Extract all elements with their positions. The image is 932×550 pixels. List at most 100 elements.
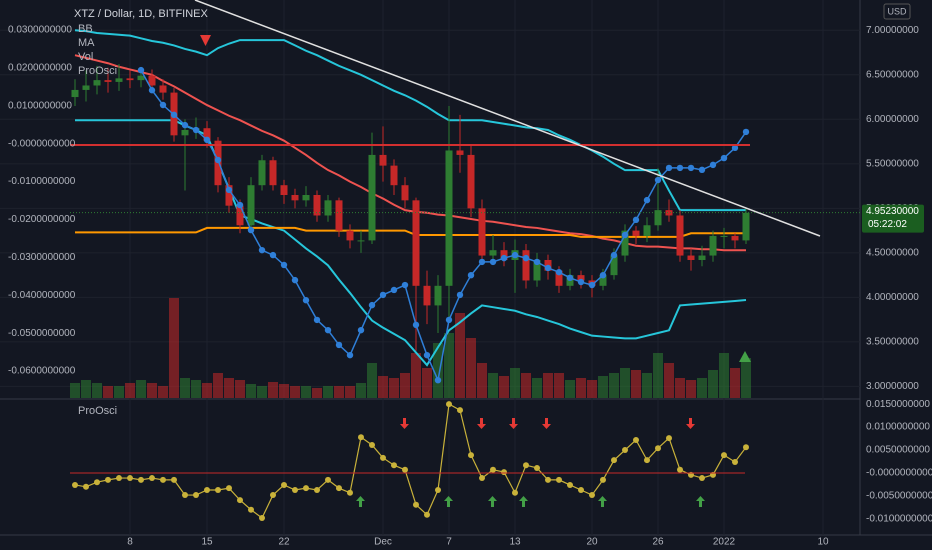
legend-item[interactable]: ProOsci: [78, 65, 117, 77]
proosci-dot: [137, 66, 145, 74]
legend-item[interactable]: BB: [78, 23, 93, 35]
proosci-dot: [302, 297, 310, 304]
proosci-dot: [390, 286, 398, 294]
volume-bar: [224, 378, 234, 398]
candle-body: [610, 255, 618, 276]
volume-bar: [510, 368, 520, 398]
candle-body: [412, 200, 420, 286]
volume-bar: [730, 368, 740, 398]
proosci-dot: [214, 156, 222, 164]
osc-dot: [556, 476, 562, 483]
volume-bar: [356, 383, 366, 398]
y-tick-label: 4.50000000: [866, 248, 919, 259]
proosci-dot: [291, 276, 299, 284]
osc-dot: [534, 464, 540, 471]
last-price-label: 4.95230000: [866, 206, 919, 217]
proosci-dot: [500, 254, 508, 262]
osc-dot: [446, 401, 452, 408]
currency[interactable]: USD: [887, 6, 907, 16]
proosci-dot: [236, 201, 244, 209]
marks: [0, 0, 860, 535]
candle-body: [643, 225, 651, 236]
candle-body: [720, 235, 728, 237]
osc-dot: [215, 487, 221, 493]
osc-dot: [468, 452, 474, 459]
candle-body: [577, 275, 585, 281]
osc-tick-label: 0.0050000000: [866, 445, 930, 456]
candle-body: [742, 212, 750, 241]
volume-bar: [664, 363, 674, 398]
volume-bar: [389, 378, 399, 398]
osc-dot: [666, 435, 672, 442]
currency-box[interactable]: [883, 3, 911, 20]
volume-bar: [114, 386, 124, 398]
volume-bar: [532, 378, 542, 398]
legend-item[interactable]: MA: [78, 37, 95, 49]
candle-body: [82, 85, 90, 90]
osc-dot: [545, 476, 551, 483]
candle-body: [357, 240, 365, 242]
y2-tick-label: -0.0200000000: [8, 214, 76, 225]
volume-bar: [708, 370, 718, 398]
volume-bar: [334, 386, 344, 398]
x-tick-label: 26: [652, 537, 664, 548]
candle-body: [489, 250, 497, 256]
proosci-dot: [258, 246, 266, 254]
proosci-dot: [247, 226, 255, 234]
volume-bar: [543, 373, 553, 398]
candle-body: [731, 235, 739, 241]
osc-dot: [402, 466, 408, 473]
proosci-dot: [192, 126, 200, 134]
volume-bar: [279, 384, 289, 398]
osc-dot: [600, 476, 606, 483]
volume-bar: [180, 378, 190, 398]
proosci-dot: [698, 166, 706, 174]
proosci-dot: [203, 136, 211, 144]
osc-dot: [138, 476, 144, 483]
osc-buy-arrows: [356, 496, 705, 507]
proosci-dot: [181, 121, 189, 129]
proosci-dot: [225, 186, 233, 194]
x-tick-label: Dec: [374, 537, 392, 548]
proosci-dot: [423, 351, 431, 359]
osc-dot: [182, 492, 188, 499]
osc-pane-title[interactable]: ProOsci: [78, 405, 117, 417]
osc-dot: [743, 444, 749, 451]
candle-body: [401, 185, 409, 201]
candle-body: [467, 154, 475, 209]
proosci-dot: [346, 351, 354, 359]
volume-bar: [345, 386, 355, 398]
volume-bar: [488, 373, 498, 398]
volume-bar: [697, 378, 707, 398]
candle-body: [599, 275, 607, 286]
volume-bar: [598, 376, 608, 398]
osc-dot: [226, 485, 232, 492]
osc-dot: [94, 479, 100, 486]
volume-bar: [631, 370, 641, 398]
proosci-dot: [478, 258, 486, 266]
candle-body: [687, 255, 695, 260]
volume-bar: [642, 373, 652, 398]
proosci-line: [140, 69, 747, 383]
volume-bar: [554, 373, 564, 398]
volume-bar: [202, 383, 212, 398]
volume-bar: [70, 383, 80, 398]
proosci-dot: [313, 316, 321, 324]
proosci-dot: [731, 144, 739, 152]
candle-body: [698, 255, 706, 260]
proosci-dot: [632, 216, 640, 224]
candle-body: [709, 235, 717, 256]
osc-dot: [259, 515, 265, 522]
volume-bar: [455, 313, 465, 398]
osc-dot: [424, 511, 430, 518]
x-tick-label: 10: [817, 537, 829, 548]
proosci-dot: [654, 176, 662, 184]
y-tick-label: 4.00000000: [866, 292, 919, 303]
proosci-dot: [434, 376, 442, 384]
legend-item[interactable]: Vol: [78, 51, 93, 63]
sell-signal: [200, 35, 211, 46]
x-tick-label: 20: [586, 537, 598, 548]
candle-body: [247, 185, 255, 226]
last-price-box: [862, 204, 924, 233]
